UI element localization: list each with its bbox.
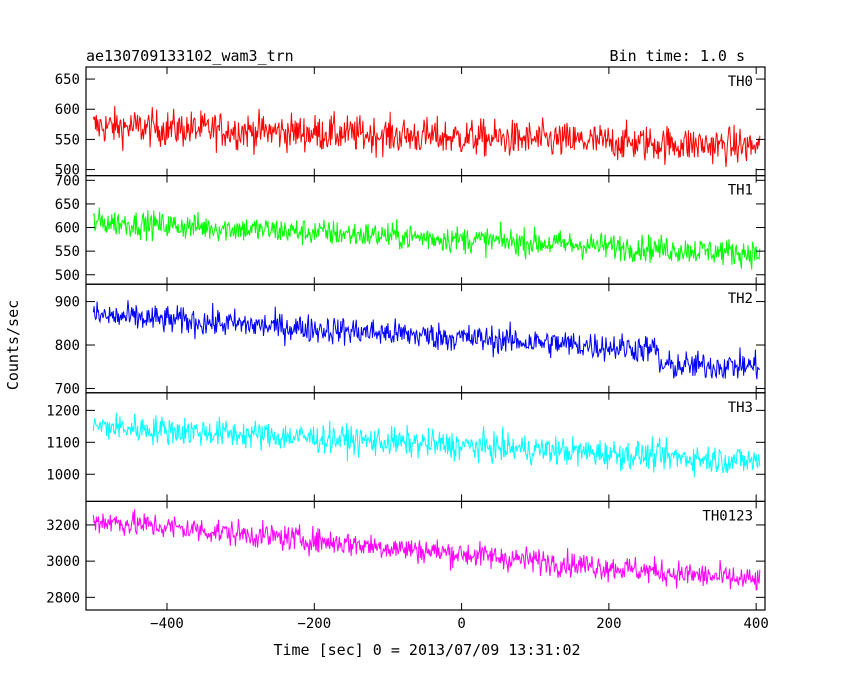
x-tick-label: −200 [297, 616, 331, 632]
y-tick-label: 900 [55, 295, 80, 311]
panel-th2: 700 800 900 TH2 [55, 283, 766, 397]
x-tick-label: 0 [457, 616, 465, 632]
y-tick-label: 550 [55, 244, 80, 260]
y-tick-label: 650 [55, 72, 80, 88]
panel-label-th0123: TH0123 [702, 508, 753, 524]
panel-th0: 500 550 600 650 TH0 [55, 66, 766, 179]
series-line-th0123 [92, 509, 761, 591]
y-tick-label: 600 [55, 102, 80, 118]
panel-label-th0: TH0 [728, 74, 753, 90]
x-tick-label: −400 [150, 616, 184, 632]
series-line-th3 [92, 412, 761, 478]
y-tick-label: 650 [55, 197, 80, 213]
chart-title: ae130709133102_wam3_trn [86, 47, 294, 65]
panel-frame [85, 175, 766, 285]
x-axis-label: Time [sec] 0 = 2013/07/09 13:31:02 [273, 641, 580, 659]
x-tick-label: 400 [744, 616, 769, 632]
y-tick-label: 550 [55, 132, 80, 148]
panel-frame [85, 66, 766, 177]
y-tick-label: 500 [55, 268, 80, 284]
panel-label-th2: TH2 [728, 291, 753, 307]
y-tick-label: 700 [55, 381, 80, 397]
y-tick-label: 1200 [46, 403, 80, 419]
y-axis-label: Counts/sec [4, 300, 22, 390]
panel-frame [85, 283, 766, 394]
y-tick-label: 700 [55, 173, 80, 189]
y-tick-label: 3000 [46, 554, 80, 570]
y-tick-label: 1100 [46, 435, 80, 451]
series-line-th0 [92, 105, 761, 167]
bin-time-label: Bin time: 1.0 s [610, 47, 745, 65]
y-tick-label: 2800 [46, 590, 80, 606]
y-tick-label: 500 [55, 163, 80, 179]
panel-label-th3: TH3 [728, 400, 753, 416]
panel-th3: 1000 1100 1200 TH3 [46, 392, 766, 502]
y-tick-label: 3200 [46, 518, 80, 534]
series-line-th1 [92, 207, 761, 270]
y-tick-label: 600 [55, 221, 80, 237]
x-tick-label: 200 [596, 616, 621, 632]
panel-frame [85, 500, 766, 611]
panel-frame [85, 392, 766, 502]
y-tick-label: 800 [55, 338, 80, 354]
panel-th1: 500 550 600 650 700 TH1 [55, 173, 766, 285]
series-line-th2 [92, 300, 761, 380]
y-tick-label: 1000 [46, 467, 80, 483]
panel-label-th1: TH1 [728, 183, 753, 199]
panel-th0123: 2800 3000 3200 TH0123 [46, 500, 766, 611]
